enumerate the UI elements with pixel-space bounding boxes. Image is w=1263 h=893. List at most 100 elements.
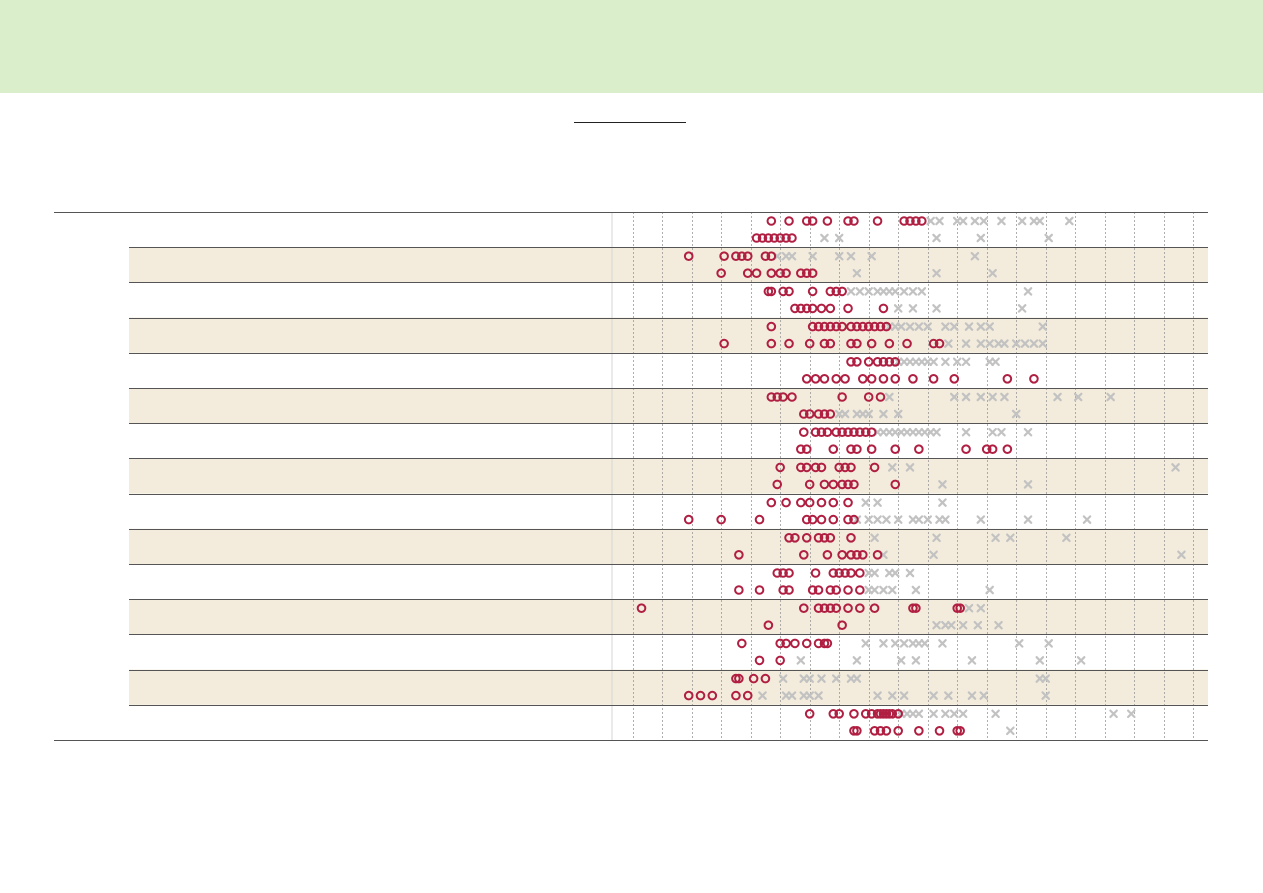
cross-point: [834, 251, 844, 261]
circle-point: [849, 709, 859, 719]
circle-point: [869, 462, 880, 473]
circle-point: [902, 338, 912, 349]
cross-point: [911, 656, 921, 665]
circle-point: [860, 709, 871, 719]
circle-point: [878, 303, 889, 314]
cross-point: [896, 656, 906, 665]
circle-point: [766, 268, 777, 279]
circle-point: [760, 251, 771, 262]
circle-point: [875, 726, 886, 736]
circle-point: [843, 497, 853, 508]
circle-point: [778, 568, 788, 578]
circle-point: [781, 638, 791, 649]
cross-point: [988, 392, 997, 402]
cross-point: [932, 304, 941, 313]
cross-point: [970, 216, 980, 226]
cross-point: [1017, 304, 1027, 313]
cross-point: [879, 427, 888, 437]
circle-point: [816, 303, 827, 314]
circle-point: [781, 233, 791, 243]
cross-point: [949, 709, 959, 719]
circle-point: [807, 303, 818, 314]
cross-point: [985, 585, 994, 595]
cross-point: [958, 709, 968, 719]
circle-point: [846, 357, 856, 367]
cross-point: [997, 216, 1006, 226]
circle-point: [825, 603, 836, 614]
cross-point: [879, 585, 888, 595]
circle-point: [719, 251, 729, 262]
cross-point: [896, 322, 906, 331]
cross-point: [852, 674, 862, 683]
cross-point: [1000, 339, 1009, 348]
circle-point: [766, 392, 777, 402]
circle-point: [737, 251, 747, 262]
circle-point: [857, 550, 868, 560]
circle-point: [917, 216, 927, 226]
cross-point: [908, 427, 918, 437]
cross-point: [1082, 515, 1092, 524]
cross-point: [902, 427, 912, 437]
row-band: [129, 528, 1208, 564]
cross-point: [890, 287, 900, 296]
cross-point: [926, 216, 935, 226]
circle-point: [837, 392, 847, 402]
cross-point: [961, 357, 971, 367]
circle-point: [831, 427, 842, 438]
circle-point: [683, 690, 694, 701]
cross-point: [870, 585, 879, 595]
circle-point: [852, 338, 862, 349]
grid-lines: [611, 212, 1194, 740]
cross-point: [949, 392, 959, 402]
circle-point: [742, 690, 753, 701]
cross-point: [902, 709, 912, 719]
circle-point: [905, 216, 915, 226]
circle-point: [893, 726, 903, 736]
circle-point: [875, 321, 886, 332]
cross-point: [879, 639, 888, 648]
circle-point: [742, 251, 753, 262]
row-band: [129, 458, 1208, 494]
circle-point: [828, 497, 839, 508]
cross-point: [1177, 550, 1186, 560]
circle-point: [807, 514, 818, 525]
circle-point: [828, 479, 839, 490]
cross-point: [967, 656, 977, 665]
circle-point: [840, 568, 850, 578]
circle-point: [819, 338, 830, 349]
circle-point: [804, 497, 815, 508]
circle-point: [911, 216, 921, 226]
cross-point: [1023, 480, 1033, 489]
circle-point: [813, 321, 824, 332]
circle-point: [807, 216, 818, 226]
cross-point: [864, 287, 873, 296]
cross-point: [976, 515, 986, 524]
circle-point: [781, 268, 791, 279]
circle-point: [813, 638, 824, 649]
circle-point: [872, 709, 883, 719]
circle-point: [875, 392, 886, 402]
circle-point: [825, 409, 836, 419]
cross-point: [1044, 233, 1053, 243]
cross-point: [991, 709, 1000, 719]
cross-point: [994, 620, 1003, 630]
cross-point: [1106, 392, 1115, 402]
circle-point: [695, 690, 706, 701]
cross-point: [1065, 216, 1074, 226]
cross-point: [905, 568, 915, 578]
circle-point: [683, 251, 694, 262]
circle-point: [846, 321, 856, 332]
circle-point: [825, 321, 836, 332]
circle-point: [828, 444, 839, 455]
circle-point: [683, 514, 694, 525]
circle-point: [716, 514, 726, 525]
cross-point: [852, 656, 862, 665]
cross-point: [864, 409, 873, 419]
circle-point: [636, 603, 647, 614]
circle-point: [831, 286, 842, 297]
cross-point: [973, 620, 983, 630]
cross-point: [941, 515, 950, 524]
circle-point: [757, 233, 768, 243]
cross-point: [887, 691, 897, 700]
circle-point: [798, 603, 809, 614]
